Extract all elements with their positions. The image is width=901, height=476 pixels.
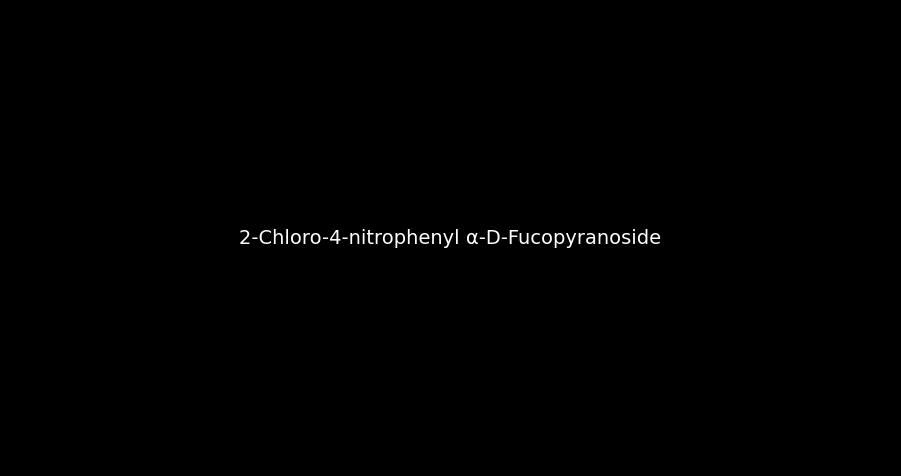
Text: 2-Chloro-4-nitrophenyl α-D-Fucopyranoside: 2-Chloro-4-nitrophenyl α-D-Fucopyranosid… [240,228,661,248]
